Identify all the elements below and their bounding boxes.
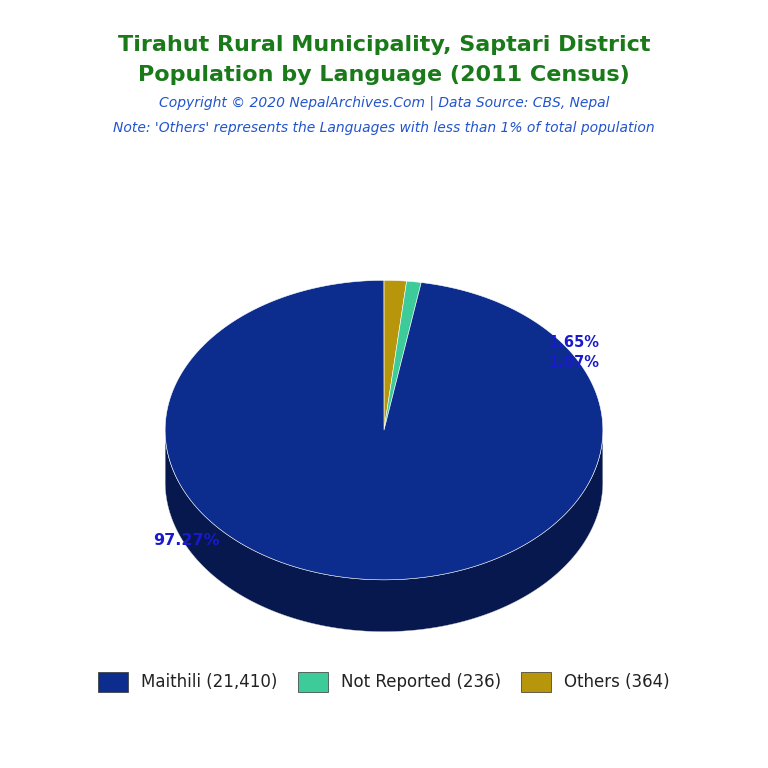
- Polygon shape: [165, 280, 603, 580]
- Text: Copyright © 2020 NepalArchives.Com | Data Source: CBS, Nepal: Copyright © 2020 NepalArchives.Com | Dat…: [159, 95, 609, 110]
- Text: 1.07%: 1.07%: [548, 355, 599, 369]
- Polygon shape: [384, 281, 421, 430]
- Text: 1.65%: 1.65%: [548, 335, 599, 349]
- Text: 97.27%: 97.27%: [154, 533, 220, 548]
- Polygon shape: [165, 482, 603, 631]
- Text: Population by Language (2011 Census): Population by Language (2011 Census): [138, 65, 630, 85]
- Text: Note: 'Others' represents the Languages with less than 1% of total population: Note: 'Others' represents the Languages …: [113, 121, 655, 134]
- Legend: Maithili (21,410), Not Reported (236), Others (364): Maithili (21,410), Not Reported (236), O…: [91, 666, 677, 698]
- Text: Tirahut Rural Municipality, Saptari District: Tirahut Rural Municipality, Saptari Dist…: [118, 35, 650, 55]
- Polygon shape: [384, 280, 406, 430]
- Polygon shape: [165, 430, 603, 631]
